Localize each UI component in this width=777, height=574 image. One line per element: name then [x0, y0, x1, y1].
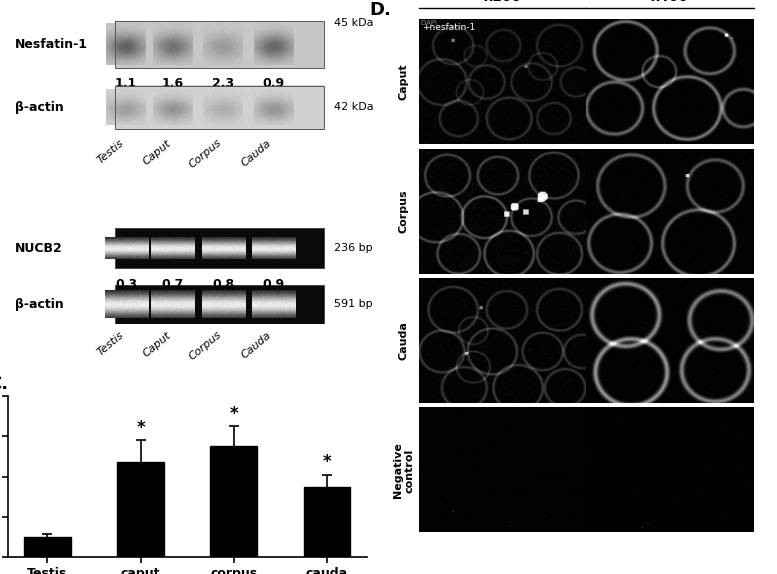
- Bar: [304, 487, 350, 557]
- Text: 1.6: 1.6: [162, 77, 184, 90]
- Text: *: *: [136, 420, 145, 437]
- Text: Cauda: Cauda: [239, 329, 274, 360]
- Text: 0.9: 0.9: [262, 77, 284, 90]
- Text: Negative
control: Negative control: [393, 443, 414, 498]
- Text: 0.9: 0.9: [262, 278, 284, 291]
- Text: 42 kDa: 42 kDa: [334, 103, 374, 113]
- Text: Cauda: Cauda: [399, 321, 409, 360]
- Text: Caput: Caput: [141, 329, 172, 359]
- Bar: [116, 86, 323, 129]
- Bar: [117, 463, 164, 557]
- Text: β-actin: β-actin: [15, 101, 64, 114]
- Text: β-actin: β-actin: [15, 298, 64, 311]
- Text: 236 bp: 236 bp: [334, 243, 373, 253]
- Text: Caput: Caput: [141, 138, 172, 166]
- Bar: [211, 447, 257, 557]
- Text: Nesfatin-1: Nesfatin-1: [15, 38, 88, 51]
- Text: *: *: [322, 453, 331, 471]
- Text: 0.7: 0.7: [162, 278, 184, 291]
- Text: D.: D.: [370, 1, 392, 19]
- Text: Cauda: Cauda: [239, 138, 274, 168]
- Bar: [116, 21, 323, 68]
- Bar: [116, 285, 323, 324]
- Text: C.: C.: [0, 375, 9, 393]
- Text: DAPI: DAPI: [420, 20, 439, 26]
- Text: Testis: Testis: [96, 329, 126, 358]
- Text: Testis: Testis: [96, 138, 126, 165]
- Text: x400: x400: [651, 0, 689, 4]
- Text: Caput: Caput: [399, 64, 409, 100]
- Text: Corpus: Corpus: [399, 189, 409, 233]
- Bar: [24, 537, 71, 557]
- Text: Corpus: Corpus: [186, 329, 223, 362]
- Text: x100: x100: [483, 0, 521, 4]
- Bar: [116, 228, 323, 268]
- Text: 2.3: 2.3: [212, 77, 234, 90]
- Text: *: *: [229, 405, 238, 424]
- Text: +nesfatin-1: +nesfatin-1: [423, 22, 476, 32]
- Text: 1.1: 1.1: [115, 77, 138, 90]
- Text: Corpus: Corpus: [186, 138, 223, 170]
- Text: 45 kDa: 45 kDa: [334, 18, 374, 28]
- Text: 591 bp: 591 bp: [334, 300, 373, 309]
- Text: 0.3: 0.3: [115, 278, 138, 291]
- Text: NUCB2: NUCB2: [15, 242, 63, 255]
- Text: 0.8: 0.8: [212, 278, 234, 291]
